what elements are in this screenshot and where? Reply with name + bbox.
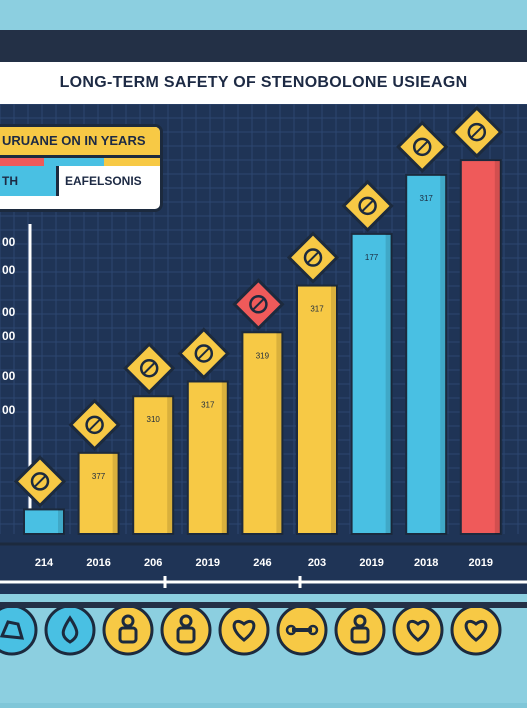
bar-group: 319 [241,331,284,535]
biohazard-icon [396,120,449,173]
top-band [0,0,527,30]
heart-icon [450,105,503,159]
bar-value-label: 310 [147,415,161,424]
bar-group [459,159,502,536]
drop-icon [44,604,96,656]
bar [77,451,120,536]
bar-value-label: 317 [310,305,324,314]
bar-value-label: 317 [201,400,215,409]
bar [459,159,502,536]
legend-item-a: TH [0,166,59,196]
person-icon [160,604,212,656]
bar [186,380,229,536]
x-tick-label: 2016 [86,557,110,569]
bar-group: 317 [405,173,448,535]
heart-icon [218,604,270,656]
bar [241,331,284,535]
x-tick-label: 2019 [359,557,383,569]
chart-title: LONG-TERM SAFETY OF STENOBOLONE USIEAGN [59,74,468,91]
bar [132,395,175,535]
bar-value-label: 377 [92,472,106,481]
person-icon [177,327,230,380]
bar-group: 310 [132,395,175,535]
header-band [0,30,527,62]
x-tick-label: 246 [253,557,271,569]
bar [23,508,65,535]
person-icon [286,231,340,284]
y-tick-label: 00 [2,263,16,277]
bar-group: 177 [350,232,393,535]
chart-panel: 000000000000YOS2143772016310206317201931… [0,103,527,606]
pill-hand-icon [0,604,38,656]
bar [405,173,448,535]
heart-icon [392,604,444,656]
person-icon [334,604,386,656]
bar-value-label: 177 [365,253,379,262]
x-tick-label: 214 [35,557,54,569]
bar-group: 317 [296,284,338,535]
heart-icon [341,179,394,233]
y-tick-label: 00 [2,403,16,417]
bar [350,232,393,535]
y-tick-label: 00 [2,305,16,319]
x-tick-label: 2019 [196,557,220,569]
legend: URUANE ON IN YEARS TH EAFELSONIS [0,124,163,212]
bar-chart: 000000000000YOS2143772016310206317201931… [0,103,527,606]
y-tick-label: 00 [2,329,16,343]
x-tick-label: 203 [308,557,326,569]
y-tick-label: 00 [2,369,16,383]
legend-item-b: EAFELSONIS [65,174,142,188]
icon-strip [0,594,527,703]
legend-title: URUANE ON IN YEARS [2,133,146,148]
heart-icon [450,604,502,656]
x-tick-label: 2018 [414,557,438,569]
bar [296,284,338,535]
y-tick-label: 00 [2,235,16,249]
bone-icon [276,604,328,656]
heart-icon [68,398,121,451]
bar-group: 377 [77,451,120,536]
bar-group [23,508,65,535]
person-icon [102,604,154,656]
legend-color-strip [0,158,160,166]
x-tick-label: 206 [144,557,162,569]
bar-group: 317 [186,380,229,536]
icon-strip-divider [0,602,527,608]
x-tick-label: 2019 [469,557,493,569]
bar-value-label: 317 [420,194,434,203]
bar-value-label: 319 [256,351,270,360]
biohazard-icon [13,455,67,508]
biohazard-icon [123,342,176,395]
biohazard-icon [232,278,285,331]
title-bar: LONG-TERM SAFETY OF STENOBOLONE USIEAGN [0,62,527,107]
